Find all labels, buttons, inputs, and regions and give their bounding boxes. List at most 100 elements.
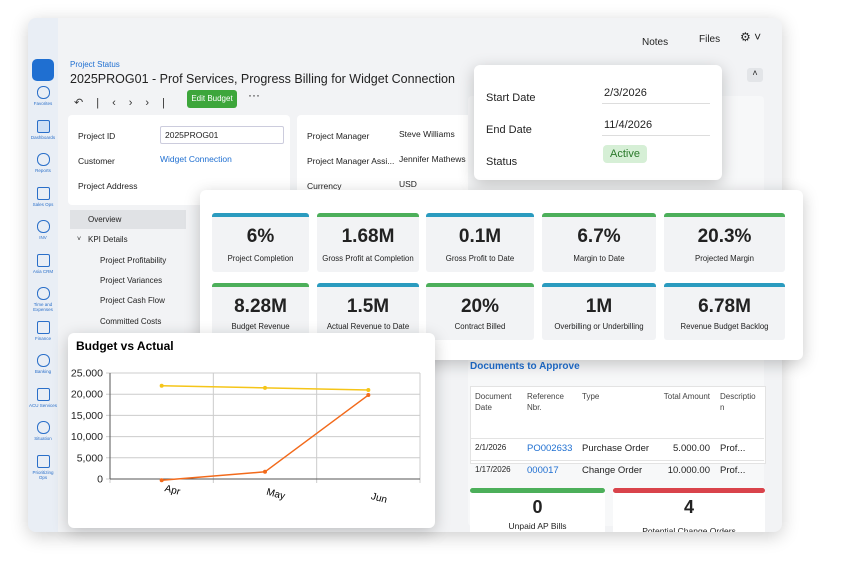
collapse-button[interactable]: ˄ bbox=[747, 68, 763, 82]
field-value[interactable]: Widget Connection bbox=[160, 154, 232, 164]
kpi-value: 1M bbox=[585, 296, 613, 317]
kpi-value: 8.28M bbox=[234, 296, 287, 317]
y-tick-label: 0 bbox=[97, 474, 103, 486]
kpi-label: Gross Profit to Date bbox=[445, 254, 515, 263]
sidebar-icon[interactable] bbox=[37, 287, 50, 300]
kpi-bar bbox=[426, 283, 534, 287]
notes-button[interactable]: Notes bbox=[642, 37, 669, 48]
logo[interactable] bbox=[32, 59, 54, 81]
column-header: Description bbox=[720, 392, 756, 412]
table bbox=[470, 386, 766, 464]
kpi-label: Actual Revenue to Date bbox=[326, 322, 410, 331]
sidebar-label[interactable]: Time and Expenses bbox=[33, 302, 53, 312]
kpi-card: 6% Project Completion 1.68M Gross Profit at… bbox=[200, 190, 803, 360]
sidebar-icon[interactable] bbox=[37, 220, 50, 233]
nav-item[interactable]: Project Profitability bbox=[100, 255, 167, 265]
sidebar-label[interactable]: Finance bbox=[34, 335, 51, 341]
kpi-bar bbox=[212, 213, 309, 217]
field-label: Currency bbox=[307, 181, 342, 191]
sidebar-icon[interactable] bbox=[37, 320, 50, 334]
sidebar-label[interactable]: Dashboards bbox=[30, 134, 56, 140]
counter-bar bbox=[470, 488, 605, 493]
sidebar-icon[interactable] bbox=[37, 253, 50, 267]
kpi-label: Project Completion bbox=[227, 254, 294, 263]
sidebar-label[interactable]: Situation bbox=[34, 436, 52, 441]
cell: 5.000.00 bbox=[673, 443, 710, 454]
nav-item[interactable]: KPI Details bbox=[88, 235, 128, 245]
column-header: Total Amount bbox=[663, 392, 710, 401]
kpi-value: 20% bbox=[460, 296, 500, 317]
kpi-bar bbox=[426, 213, 534, 217]
sidebar-icon[interactable] bbox=[37, 354, 50, 367]
row-line bbox=[470, 438, 764, 439]
date-value: 2/3/2026 bbox=[604, 87, 647, 99]
nav-item[interactable]: Project Variances bbox=[100, 275, 163, 285]
sidebar-icon[interactable] bbox=[37, 86, 50, 99]
sidebar-label[interactable]: Banking bbox=[34, 369, 52, 374]
kpi-tile: 20.3% Projected Margin bbox=[664, 213, 785, 272]
sidebar-label[interactable]: Prioritizing Ops bbox=[32, 469, 54, 480]
kpi-value: 20.3% bbox=[697, 226, 752, 247]
sidebar-icon[interactable] bbox=[37, 186, 50, 200]
cell: 2/1/2026 bbox=[475, 443, 507, 452]
sidebar-label[interactable]: Sales Ops bbox=[32, 201, 54, 207]
sidebar-icon[interactable] bbox=[37, 421, 50, 434]
chevron[interactable]: ˅ bbox=[77, 236, 82, 243]
kpi-bar bbox=[542, 283, 656, 287]
chart-title: Budget vs Actual bbox=[76, 339, 174, 353]
underline bbox=[602, 103, 710, 104]
field-value: Jennifer Mathews bbox=[399, 154, 466, 164]
y-tick-label: 25.000 bbox=[71, 368, 103, 380]
counter-value: 4 bbox=[683, 497, 694, 517]
sidebar-icon[interactable] bbox=[37, 119, 50, 133]
date-label: Status bbox=[486, 156, 518, 168]
series-point bbox=[366, 393, 371, 398]
sidebar-label[interactable]: Asia CRM bbox=[32, 268, 54, 274]
counter-label: Unpaid AP Bills bbox=[508, 521, 567, 531]
kpi-label: Gross Profit at Completion bbox=[322, 254, 414, 263]
kpi-value: 6.78M bbox=[698, 296, 751, 317]
kpi-label: Projected Margin bbox=[695, 254, 754, 263]
dates-popup: Start Date 2/3/2026 End Date 11/4/2026 Statu… bbox=[474, 65, 722, 180]
input[interactable]: 2025PROG01 bbox=[160, 126, 284, 144]
row-line bbox=[470, 460, 764, 461]
edit-button[interactable]: Edit Budget bbox=[187, 90, 237, 108]
sidebar-label[interactable]: INV bbox=[39, 235, 47, 240]
kpi-label: Revenue Budget Backlog bbox=[680, 322, 769, 331]
field-value: USD bbox=[399, 179, 417, 189]
cell: Prof... bbox=[720, 465, 746, 476]
date-value: 11/4/2026 bbox=[604, 119, 653, 131]
counter-label: Potential Change Orders bbox=[642, 526, 736, 532]
cell: 1/17/2026 bbox=[475, 465, 511, 474]
cell[interactable]: PO002633 bbox=[527, 443, 573, 454]
sidebar-label[interactable]: Favorites bbox=[33, 101, 53, 106]
toolbar-icons[interactable]: ↶|‹››| bbox=[74, 97, 178, 109]
nav-item[interactable]: Project Cash Flow bbox=[100, 296, 165, 306]
kpi-bar bbox=[317, 213, 419, 217]
cell: Change Order bbox=[582, 465, 643, 476]
sidebar-icon[interactable] bbox=[37, 153, 50, 166]
kpi-bar bbox=[664, 283, 785, 287]
sidebar-label[interactable]: Reports bbox=[35, 168, 51, 173]
sidebar-icon[interactable] bbox=[37, 454, 50, 468]
cell[interactable]: 000017 bbox=[527, 465, 559, 476]
series-line bbox=[161, 394, 369, 482]
chart: Budget vs Actual 0 5,000 10,000 15,000 20,00… bbox=[71, 339, 421, 506]
sidebar-icon[interactable] bbox=[37, 387, 50, 401]
section-title[interactable]: Documents to Approve bbox=[470, 361, 580, 372]
series-point bbox=[263, 385, 267, 390]
series-point bbox=[366, 387, 371, 392]
field-label: Project Manager Assi... bbox=[307, 156, 395, 166]
more-button[interactable]: ··· bbox=[248, 88, 260, 102]
cell: 10.000.00 bbox=[667, 465, 710, 476]
nav-item[interactable]: Committed Costs bbox=[100, 316, 162, 326]
sidebar-label[interactable]: ACU Services bbox=[28, 402, 57, 408]
kpi-bar bbox=[664, 213, 785, 217]
kpi-value: 6% bbox=[246, 226, 275, 247]
column-header: Reference Nbr. bbox=[527, 392, 564, 412]
nav-item[interactable]: Overview bbox=[70, 210, 186, 229]
files-button[interactable]: Files bbox=[699, 34, 721, 45]
page-title: 2025PROG01 - Prof Services, Progress Bil… bbox=[70, 72, 455, 86]
breadcrumb[interactable]: Project Status bbox=[70, 60, 120, 69]
settings-button[interactable]: ⚙ ˅ bbox=[740, 30, 762, 44]
